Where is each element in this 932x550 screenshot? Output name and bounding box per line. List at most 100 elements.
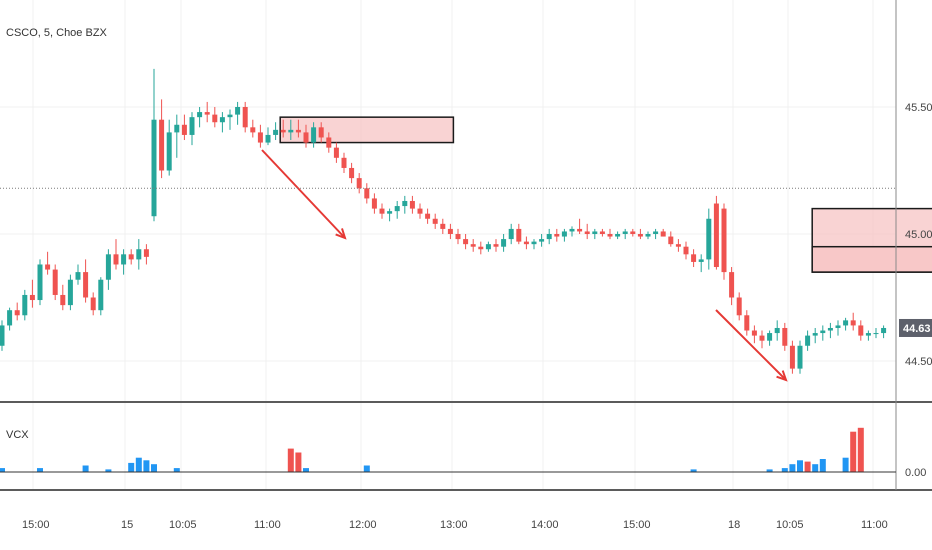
candle-body — [470, 244, 476, 247]
candle-body — [592, 231, 598, 234]
candle-body — [311, 127, 317, 143]
candlestick-series — [0, 68, 887, 374]
candle-body — [174, 124, 180, 133]
candle-body — [250, 127, 256, 133]
candle-body — [83, 272, 89, 298]
candle-body — [607, 234, 613, 237]
candle-body — [478, 246, 484, 250]
volume-bar — [105, 469, 112, 472]
candle-body — [713, 203, 719, 268]
time-tick: 13:00 — [440, 519, 468, 531]
candle-body — [409, 200, 415, 209]
time-tick: 10:05 — [776, 519, 804, 531]
volume-bar — [842, 457, 849, 472]
volume-tick: 0.00 — [905, 467, 926, 479]
candle-body — [295, 129, 301, 133]
candle-body — [417, 208, 423, 214]
volume-indicator-label[interactable]: VCX — [6, 429, 29, 441]
price-axis[interactable]: 45.50 45.00 44.50 44.63 — [899, 102, 932, 368]
candle-body — [691, 254, 697, 262]
candle-body — [881, 327, 887, 334]
candle-body — [257, 132, 263, 143]
time-axis[interactable]: 15:00 15 10:05 11:00 12:00 13:00 14:00 1… — [22, 519, 888, 531]
supply-zones — [279, 116, 932, 273]
candle-body — [683, 246, 689, 255]
candle-body — [219, 117, 225, 123]
candle-body — [98, 279, 104, 311]
time-tick: 11:00 — [861, 519, 888, 531]
volume-bar — [128, 462, 135, 472]
candle-body — [143, 249, 149, 257]
candle-body — [721, 208, 727, 273]
candle-body — [782, 327, 788, 346]
candle-body — [273, 129, 279, 135]
candle-body — [789, 345, 795, 369]
candle-body — [128, 254, 134, 260]
supply-zone — [279, 116, 455, 144]
candle-body — [90, 297, 96, 311]
candle-body — [432, 218, 438, 224]
volume-bar — [173, 468, 180, 472]
supply-zone — [811, 245, 932, 273]
candle-body — [675, 244, 681, 247]
candle-body — [463, 239, 469, 245]
candle-body — [501, 239, 507, 247]
candle-body — [516, 228, 522, 242]
candle-body — [318, 127, 324, 138]
candle-body — [356, 178, 362, 189]
volume-bar — [819, 459, 826, 472]
candle-body — [364, 188, 370, 199]
candle-body — [394, 206, 400, 212]
arrow-head — [335, 228, 347, 240]
candle-body — [105, 254, 111, 280]
arrow-shaft — [261, 149, 346, 239]
candle-body — [280, 129, 286, 133]
time-tick: 15:00 — [22, 519, 50, 531]
candle-body — [22, 294, 28, 316]
candle-body — [569, 228, 575, 232]
candle-body — [599, 231, 605, 234]
candle-body — [554, 234, 560, 237]
candle-body — [577, 228, 583, 232]
candle-body — [7, 310, 13, 326]
candle-body — [873, 333, 879, 335]
candle-body — [235, 107, 241, 115]
volume-bar — [690, 469, 697, 472]
current-price-tag — [899, 318, 932, 337]
candle-body — [805, 335, 811, 346]
candle-body — [615, 234, 621, 237]
volume-bar — [135, 457, 142, 472]
candle-body — [288, 129, 294, 133]
candle-body — [52, 269, 58, 295]
candle-body — [668, 236, 674, 245]
candle-body — [136, 249, 142, 260]
candle-body — [706, 218, 712, 260]
candle-body — [858, 325, 864, 336]
candle-body — [227, 114, 233, 118]
candle-body — [729, 272, 735, 298]
candle-body — [493, 244, 499, 247]
candle-body — [835, 325, 841, 328]
candle-body — [645, 234, 651, 237]
candle-body — [197, 112, 203, 118]
candle-body — [485, 244, 491, 250]
candle-body — [387, 211, 393, 214]
candle-body — [349, 167, 355, 179]
price-tick: 44.50 — [905, 356, 932, 368]
candle-body — [812, 333, 818, 336]
candle-body — [204, 112, 210, 115]
candle-body — [455, 234, 461, 240]
volume-bar — [143, 460, 150, 472]
arrow-head — [776, 370, 788, 382]
volume-bar — [0, 468, 5, 472]
candle-body — [303, 132, 309, 143]
candle-body — [767, 333, 773, 341]
candle-body — [531, 241, 537, 245]
volume-bar — [766, 469, 773, 472]
candle-body — [744, 315, 750, 331]
candle-body — [827, 327, 833, 331]
candle-body — [546, 234, 552, 240]
symbol-title[interactable]: CSCO, 5, Choe BZX — [6, 27, 108, 39]
